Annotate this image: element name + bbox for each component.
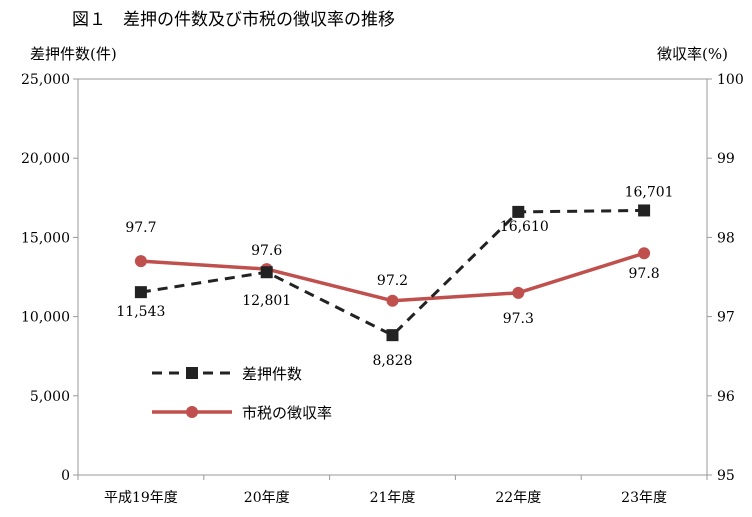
data-label-seizure-count: 12,801 xyxy=(242,293,291,309)
legend-label-collection-rate: 市税の徴収率 xyxy=(242,404,332,422)
x-tick-label: 平成19年度 xyxy=(104,490,178,506)
y-right-axis-label: 徴収率(%) xyxy=(657,45,728,63)
point-collection-rate xyxy=(386,294,399,307)
point-collection-rate xyxy=(638,247,651,260)
point-seizure-count xyxy=(260,266,273,279)
data-label-seizure-count: 11,543 xyxy=(116,304,165,320)
x-tick-label: 20年度 xyxy=(244,490,290,506)
data-label-collection-rate: 97.6 xyxy=(251,243,282,259)
y-right-tick-label: 100 xyxy=(717,72,744,88)
point-seizure-count xyxy=(638,204,651,217)
data-label-collection-rate: 97.7 xyxy=(125,220,156,236)
y-right-tick-label: 95 xyxy=(717,468,735,484)
legend-label-seizure-count: 差押件数 xyxy=(242,365,302,383)
legend-marker-collection-rate xyxy=(186,406,198,418)
point-seizure-count xyxy=(512,205,525,218)
legend-marker-seizure-count xyxy=(186,367,198,379)
plot-area xyxy=(77,78,708,476)
y-left-tick-label: 20,000 xyxy=(21,151,70,167)
y-left-tick-label: 0 xyxy=(61,468,70,484)
y-right-tick-label: 98 xyxy=(717,230,735,246)
data-label-collection-rate: 97.8 xyxy=(629,266,660,282)
chart-title: 図１ 差押の件数及び市税の徴収率の推移 xyxy=(72,10,395,30)
data-label-seizure-count: 16,701 xyxy=(625,184,674,200)
point-seizure-count xyxy=(134,286,147,299)
data-label-seizure-count: 16,610 xyxy=(500,219,549,235)
y-left-axis-label: 差押件数(件) xyxy=(30,45,117,63)
x-tick-label: 23年度 xyxy=(621,490,667,506)
data-label-collection-rate: 97.2 xyxy=(377,273,408,289)
y-left-tick-label: 10,000 xyxy=(21,310,70,326)
point-collection-rate xyxy=(512,286,525,299)
data-label-collection-rate: 97.3 xyxy=(503,311,534,327)
y-left-tick-label: 25,000 xyxy=(21,72,70,88)
y-left-tick-label: 5,000 xyxy=(30,389,70,405)
data-label-seizure-count: 8,828 xyxy=(372,353,412,369)
y-right-tick-label: 97 xyxy=(717,310,735,326)
x-tick-label: 21年度 xyxy=(370,490,416,506)
y-right-tick-label: 96 xyxy=(717,389,735,405)
point-seizure-count xyxy=(386,329,399,342)
x-tick-label: 22年度 xyxy=(495,490,541,506)
point-collection-rate xyxy=(134,255,147,268)
y-left-tick-label: 15,000 xyxy=(21,230,70,246)
y-right-tick-label: 99 xyxy=(717,151,735,167)
